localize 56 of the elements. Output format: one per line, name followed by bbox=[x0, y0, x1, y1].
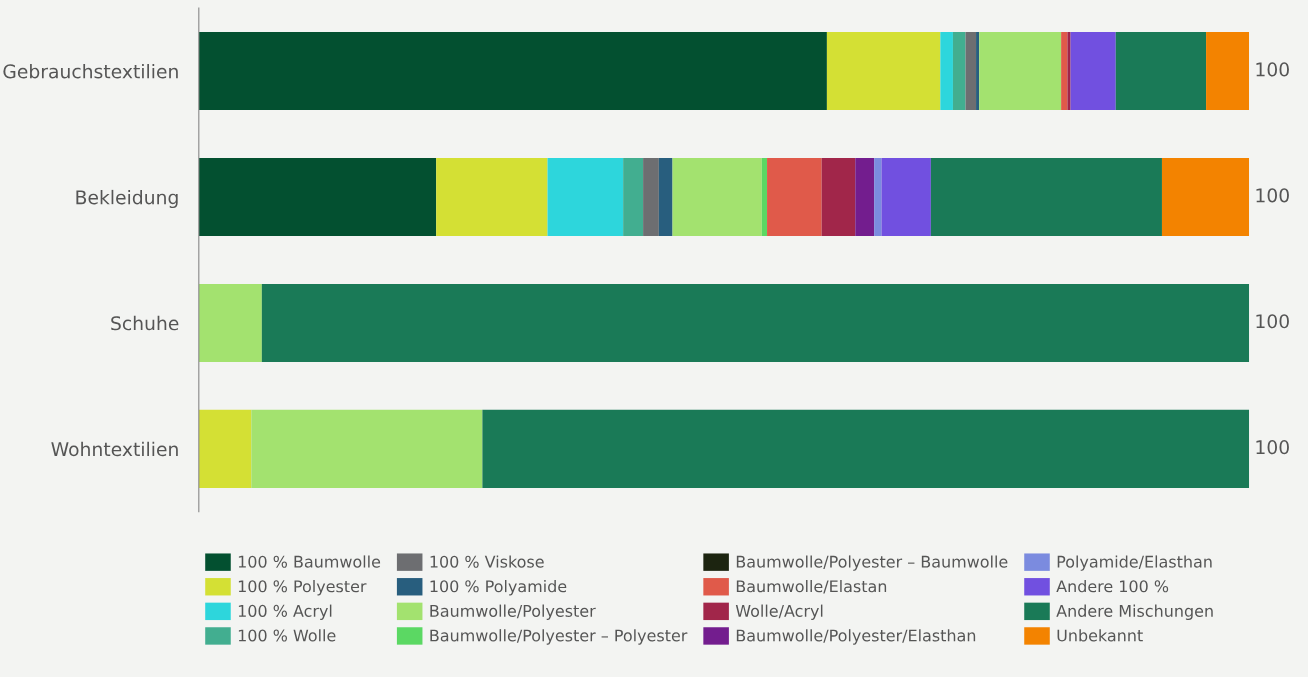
bar bbox=[482, 409, 1250, 488]
bar bbox=[251, 409, 483, 488]
legend-label: Baumwolle/Polyester – Baumwolle bbox=[736, 555, 1008, 571]
legend-label: 100 % Baumwolle bbox=[238, 555, 381, 568]
legend-label: Andere 100 % bbox=[1056, 579, 1169, 593]
total-label: 100 bbox=[1256, 188, 1289, 203]
total-label: 100 bbox=[1256, 314, 1289, 329]
bar bbox=[623, 157, 644, 237]
total-label: 100 bbox=[1256, 440, 1289, 455]
bar bbox=[672, 157, 762, 237]
bar bbox=[198, 32, 827, 111]
bar bbox=[952, 32, 966, 111]
bar bbox=[1115, 32, 1207, 111]
bar bbox=[1061, 32, 1068, 111]
bar bbox=[1161, 157, 1250, 237]
bar bbox=[767, 157, 822, 237]
bar bbox=[940, 32, 953, 111]
legend-label: 100 % Polyester bbox=[238, 579, 367, 596]
bar bbox=[1070, 32, 1116, 111]
bar bbox=[874, 157, 882, 237]
bar bbox=[436, 157, 548, 237]
bar bbox=[930, 157, 1162, 237]
legend-label: 100 % Viskose bbox=[430, 555, 544, 568]
bar bbox=[198, 283, 262, 362]
legend-label: Baumwolle/Polyester – Polyester bbox=[430, 629, 688, 645]
bar bbox=[826, 32, 941, 111]
bar bbox=[881, 157, 931, 237]
legend-label: Unbekannt bbox=[1057, 629, 1143, 642]
y-tick-label: Wohntextilien bbox=[51, 441, 178, 457]
legend-label: Polyamide/Elasthan bbox=[1057, 555, 1212, 571]
y-tick-label: Gebrauchstextilien bbox=[3, 63, 178, 79]
legend-label: 100 % Wolle bbox=[238, 629, 336, 642]
legend-label: Baumwolle/Polyester/Elasthan bbox=[736, 629, 976, 645]
legend-label: Baumwolle/Elastan bbox=[736, 579, 887, 594]
bar bbox=[198, 157, 437, 237]
bar bbox=[547, 157, 624, 237]
legend-label: 100 % Acryl bbox=[238, 604, 332, 621]
bar bbox=[198, 409, 252, 488]
bar bbox=[761, 157, 768, 237]
legend-label: Baumwolle/Polyester bbox=[430, 604, 596, 621]
total-label: 100 bbox=[1256, 62, 1289, 77]
bar bbox=[1206, 32, 1250, 111]
legend-label: 100 % Polyamide bbox=[430, 579, 567, 596]
bar bbox=[965, 32, 977, 111]
legend-label: Wolle/Acryl bbox=[735, 604, 823, 621]
bar bbox=[821, 157, 856, 237]
bar bbox=[643, 157, 659, 237]
bar bbox=[855, 157, 875, 237]
bar bbox=[261, 283, 1250, 362]
legend-label: Andere Mischungen bbox=[1056, 604, 1213, 621]
bar bbox=[1067, 32, 1071, 111]
bar bbox=[658, 157, 673, 237]
bar bbox=[976, 32, 980, 111]
y-tick-label: Schuhe bbox=[111, 315, 179, 331]
bar bbox=[979, 32, 1062, 111]
y-tick-label: Bekleidung bbox=[76, 189, 178, 209]
